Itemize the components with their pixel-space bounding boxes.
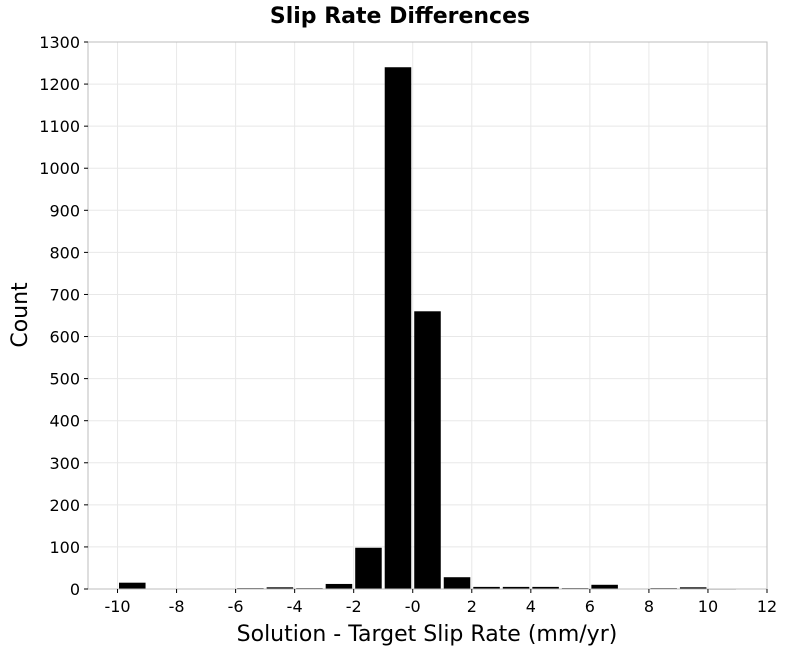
histogram-bar [502, 586, 530, 589]
y-tick-label: 1200 [39, 75, 80, 94]
y-tick-label: 200 [49, 496, 80, 515]
histogram-bar [443, 577, 471, 589]
chart-title: Slip Rate Differences [270, 4, 530, 29]
x-tick-label: -6 [228, 597, 244, 616]
x-tick-label: 12 [757, 597, 777, 616]
y-tick-label: 300 [49, 454, 80, 473]
x-tick-label: 4 [526, 597, 536, 616]
y-tick-label: 500 [49, 370, 80, 389]
x-tick-label: 8 [644, 597, 654, 616]
x-tick-label: -0 [405, 597, 421, 616]
plot-area [87, 41, 768, 590]
histogram-bar [532, 586, 559, 589]
histogram-bar [473, 586, 500, 589]
histogram-bar [679, 587, 707, 589]
x-tick-label: -8 [169, 597, 185, 616]
y-tick-label: 0 [70, 580, 80, 599]
histogram-bar [325, 583, 353, 589]
y-tick-label: 800 [49, 243, 80, 262]
y-tick-label: 100 [49, 538, 80, 557]
x-axis-label: Solution - Target Slip Rate (mm/yr) [237, 622, 618, 647]
histogram-bar [266, 587, 294, 589]
x-tick-label: 10 [698, 597, 718, 616]
histogram-bar [119, 582, 146, 589]
x-tick-label: -2 [346, 597, 362, 616]
y-tick-label: 1300 [39, 33, 80, 52]
x-tick-label: -10 [104, 597, 130, 616]
y-axis: 0 100 200 300 400 500 600 700 800 900 1000 1100 1200… [39, 33, 88, 599]
bars [119, 67, 736, 590]
y-tick-label: 1000 [39, 159, 80, 178]
x-tick-label: -4 [287, 597, 303, 616]
x-tick-label: 6 [585, 597, 595, 616]
y-tick-label: 600 [49, 328, 80, 347]
y-tick-label: 700 [49, 285, 80, 304]
histogram-bar [414, 311, 441, 589]
x-tick-label: 2 [467, 597, 477, 616]
y-tick-label: 400 [49, 412, 80, 431]
histogram-bar [591, 584, 618, 589]
x-axis: -10 -8 -6 -4 -2 -0 2 4 6 8 10 12 [104, 589, 777, 616]
histogram-bar [355, 547, 382, 589]
y-tick-label: 900 [49, 201, 80, 220]
histogram-bar [384, 67, 412, 589]
y-axis-label: Count [8, 282, 33, 348]
y-tick-label: 1100 [39, 117, 80, 136]
